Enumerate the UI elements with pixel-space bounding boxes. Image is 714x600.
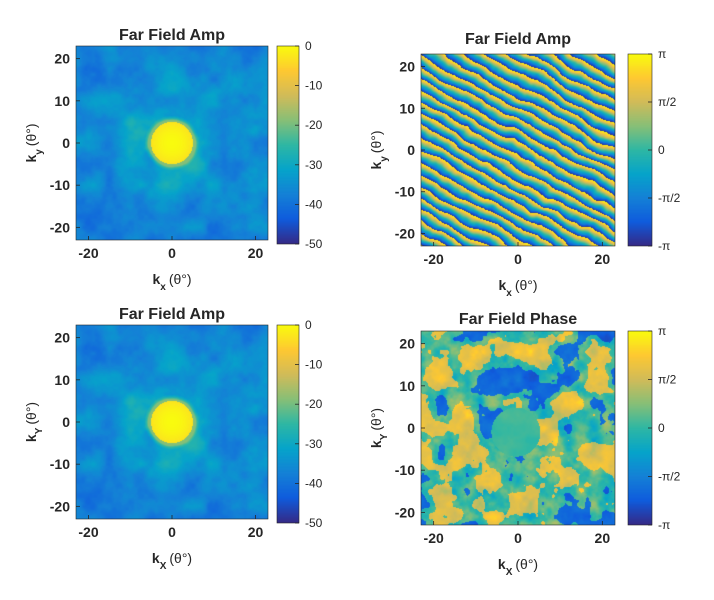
y-tick-label: 0: [407, 420, 415, 436]
y-tick-label: 10: [54, 372, 70, 388]
x-axis-label: kx (θ°): [498, 277, 537, 299]
colorbar-tick-label: -40: [305, 197, 323, 211]
colorbar-tick-label: -10: [305, 79, 323, 93]
heatmap-panel-3: Far Field Amp -20 0 20 20 10 0 -10 -20 kX (θ°) kY(θ…: [23, 306, 323, 572]
y-axis-label: kY(θ°): [23, 402, 45, 442]
colorbar-tick-label: -40: [305, 476, 323, 490]
y-tick-label: 20: [54, 330, 70, 346]
heatmap-image: [76, 325, 268, 519]
y-tick-label: -10: [50, 177, 70, 193]
x-tick-label: 20: [595, 251, 611, 267]
x-tick-label: 20: [595, 530, 611, 546]
y-tick-label: 10: [399, 378, 415, 394]
y-tick-label: 0: [62, 414, 70, 430]
colorbar-box: [276, 45, 300, 245]
y-tick-label: -10: [395, 462, 415, 478]
heatmap-image: [421, 331, 615, 525]
x-tick-label: -20: [424, 251, 444, 267]
x-tick-label: -20: [424, 530, 444, 546]
y-tick-label: -20: [395, 504, 415, 520]
colorbar-tick-label: π/2: [658, 95, 677, 109]
colorbar: π π/2 0 -π/2 -π: [627, 47, 681, 253]
colorbar-tick-label: 0: [305, 39, 312, 53]
x-tick-label: 0: [168, 524, 176, 540]
x-tick-label: 0: [514, 530, 522, 546]
colorbar-tick-label: -π/2: [658, 191, 681, 205]
panel-title: Far Field Amp: [119, 306, 225, 323]
y-axis-label: kY(θ°): [368, 408, 390, 448]
y-tick-label: -20: [395, 225, 415, 241]
panel-title: Far Field Amp: [465, 31, 571, 48]
colorbar-tick-label: -π: [658, 239, 670, 253]
colorbar-tick-label: -π/2: [658, 470, 681, 484]
colorbar-tick-label: -30: [305, 158, 323, 172]
colorbar-tick-label: 0: [658, 143, 665, 157]
colorbar-tick-label: 0: [658, 421, 665, 435]
colorbar-tick-label: -20: [305, 118, 323, 132]
colorbar-tick-label: π: [658, 47, 666, 61]
x-tick-label: 0: [514, 251, 522, 267]
heatmap-image: [76, 46, 268, 240]
x-tick-label: 20: [248, 245, 264, 261]
heatmap-panel-1: Far Field Amp -20 0 20 20 10 0 -10 -20 kx (θ°) ky(θ…: [23, 27, 323, 293]
y-axis-label: ky(θ°): [23, 123, 45, 162]
colorbar-tick-label: -π: [658, 518, 670, 532]
y-tick-label: 20: [54, 51, 70, 67]
colorbar: 0 -10 -20 -30 -40 -50: [276, 318, 323, 530]
x-axis-label: kX (θ°): [498, 556, 538, 578]
y-tick-label: 0: [62, 135, 70, 151]
y-tick-label: 20: [399, 336, 415, 352]
x-tick-label: -20: [78, 524, 98, 540]
colorbar-tick-label: -50: [305, 237, 323, 251]
x-tick-label: 20: [248, 524, 264, 540]
colorbar-tick-label: π/2: [658, 373, 677, 387]
panel-title: Far Field Phase: [459, 311, 577, 328]
colorbar-tick-label: -30: [305, 437, 323, 451]
x-axis-label: kX (θ°): [152, 550, 192, 572]
y-tick-label: 10: [54, 93, 70, 109]
colorbar-tick-label: π: [658, 324, 666, 338]
colorbar: π π/2 0 -π/2 -π: [627, 324, 681, 532]
y-tick-label: 10: [399, 100, 415, 116]
y-tick-label: 0: [407, 142, 415, 158]
y-tick-label: -10: [50, 456, 70, 472]
x-tick-label: 0: [168, 245, 176, 261]
heatmap-image: [421, 54, 615, 246]
colorbar-tick-label: 0: [305, 318, 312, 332]
colorbar-tick-label: -50: [305, 516, 323, 530]
x-axis-label: kx (θ°): [152, 271, 191, 293]
colorbar-tick-label: -10: [305, 358, 323, 372]
heatmap-panel-4: Far Field Phase -20 0 20 20 10 0 -10 -20 kX (θ°) kY…: [368, 311, 681, 578]
colorbar-tick-label: -20: [305, 397, 323, 411]
colorbar-box: [276, 324, 300, 524]
colorbar-gradient: [277, 325, 299, 523]
heatmap-panel-2: Far Field Amp -20 0 20 20 10 0 -10 -20 kx (θ°) ky(θ…: [368, 31, 681, 299]
y-axis-label: ky(θ°): [368, 130, 390, 169]
colorbar-gradient: [277, 46, 299, 244]
y-tick-label: -20: [50, 498, 70, 514]
y-tick-label: -20: [50, 219, 70, 235]
x-tick-label: -20: [78, 245, 98, 261]
colorbar: 0 -10 -20 -30 -40 -50: [276, 39, 323, 251]
y-tick-label: -10: [395, 184, 415, 200]
panel-title: Far Field Amp: [119, 27, 225, 44]
y-tick-label: 20: [399, 59, 415, 75]
